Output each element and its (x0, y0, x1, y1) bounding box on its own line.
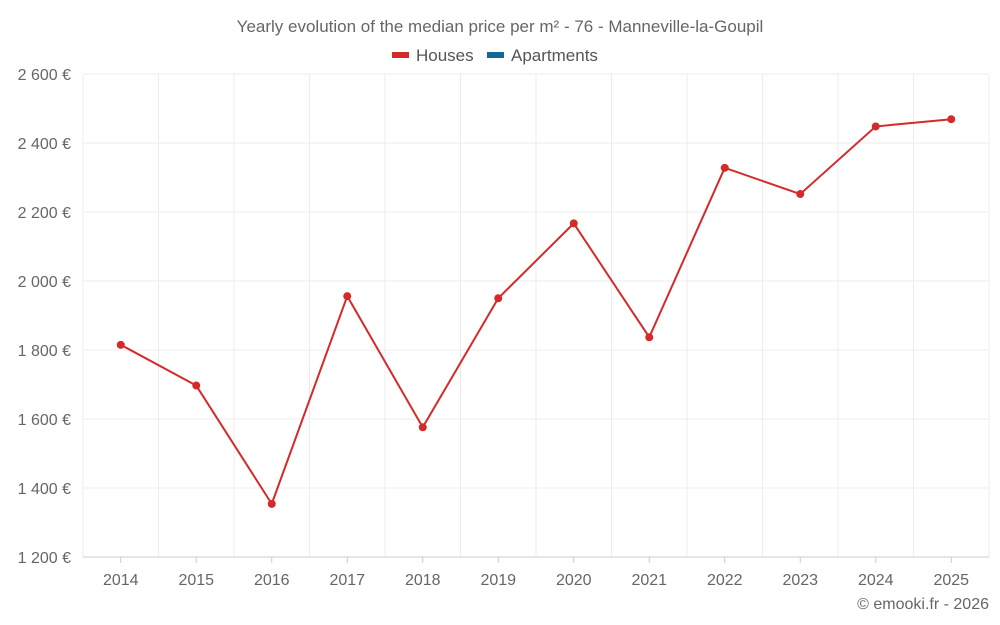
data-point-houses-2021[interactable] (645, 333, 654, 342)
y-tick-label: 1 800 € (18, 343, 71, 360)
legend-label-houses: Houses (416, 46, 474, 65)
x-tick-label: 2025 (933, 572, 969, 589)
legend-item-houses[interactable]: Houses (392, 46, 474, 65)
chart-title: Yearly evolution of the median price per… (237, 17, 764, 36)
y-tick-label: 1 600 € (18, 412, 71, 429)
legend-item-apartments[interactable]: Apartments (487, 46, 598, 65)
data-point-houses-2023[interactable] (796, 190, 805, 199)
x-tick-label: 2015 (178, 572, 214, 589)
data-point-houses-2014[interactable] (116, 340, 125, 349)
y-tick-label: 2 000 € (18, 274, 71, 291)
legend-swatch-apartments (487, 52, 504, 58)
y-tick-label: 2 600 € (18, 67, 71, 84)
y-axis: 1 200 € 1 400 € 1 600 € 1 800 € 2 000 € 2 200… (18, 67, 71, 567)
x-tick-label: 2022 (707, 572, 743, 589)
x-tick-label: 2016 (254, 572, 290, 589)
data-point-houses-2022[interactable] (720, 163, 729, 172)
x-tick-label: 2023 (782, 572, 818, 589)
data-point-houses-2025[interactable] (947, 115, 956, 124)
legend-label-apartments: Apartments (511, 46, 598, 65)
data-point-houses-2017[interactable] (343, 292, 352, 301)
grid (82, 73, 990, 558)
x-tick-label: 2017 (329, 572, 365, 589)
data-point-houses-2018[interactable] (418, 423, 427, 432)
x-axis: 2014 2015 2016 2017 2018 2019 2020 2021 2022 2023… (83, 556, 989, 589)
x-tick-label: 2021 (631, 572, 667, 589)
data-point-houses-2019[interactable] (494, 294, 503, 303)
y-tick-label: 1 200 € (18, 550, 71, 567)
credit: © emooki.fr - 2026 (857, 596, 989, 613)
series-houses (116, 115, 956, 508)
data-point-houses-2016[interactable] (267, 499, 276, 508)
legend-swatch-houses (392, 52, 409, 58)
data-point-houses-2024[interactable] (871, 122, 880, 131)
x-tick-label: 2018 (405, 572, 441, 589)
y-tick-label: 2 200 € (18, 205, 71, 222)
x-tick-label: 2019 (480, 572, 516, 589)
x-tick-label: 2024 (858, 572, 894, 589)
y-tick-label: 1 400 € (18, 481, 71, 498)
data-point-houses-2020[interactable] (569, 219, 578, 228)
series-line-houses (120, 118, 952, 505)
data-point-houses-2015[interactable] (192, 381, 201, 390)
legend: Houses Apartments (392, 46, 598, 65)
x-tick-label: 2014 (103, 572, 139, 589)
x-tick-label: 2020 (556, 572, 592, 589)
y-tick-label: 2 400 € (18, 136, 71, 153)
